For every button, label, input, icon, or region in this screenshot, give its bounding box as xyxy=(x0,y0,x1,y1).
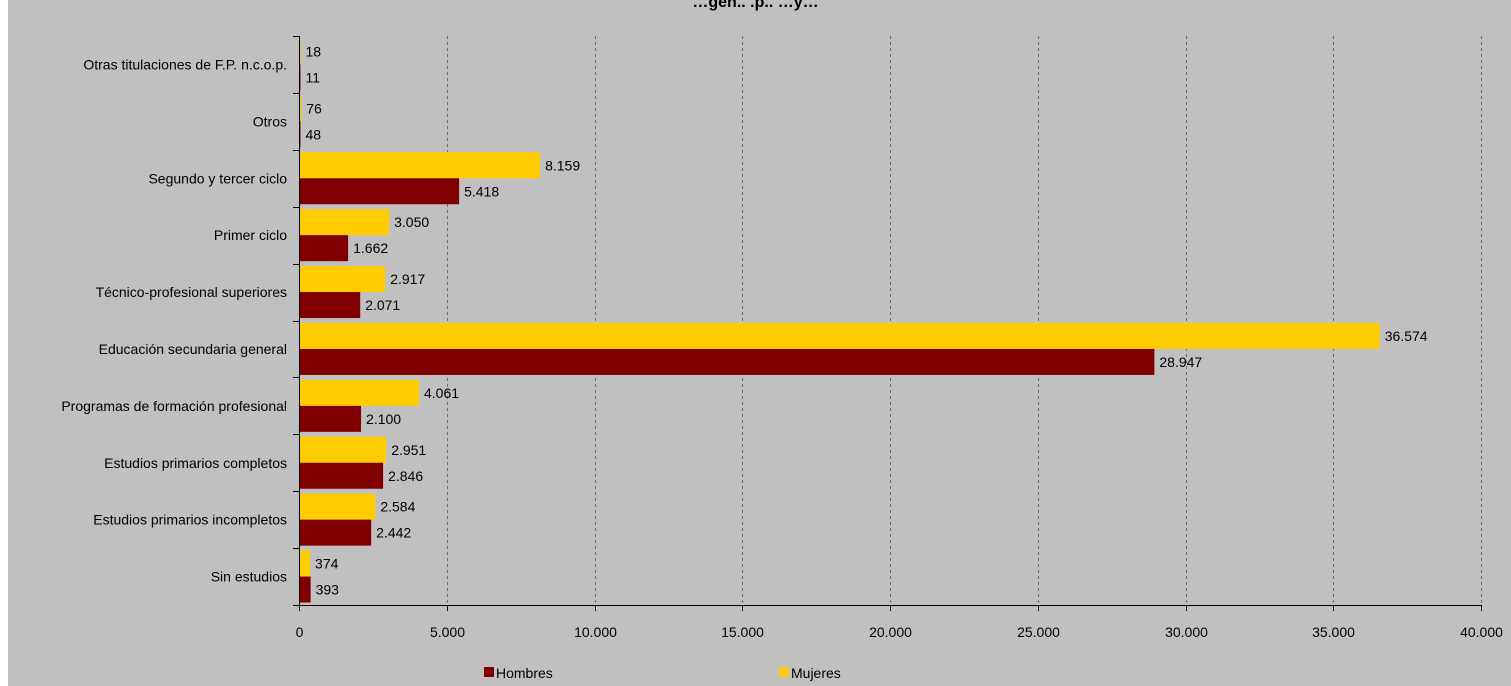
chart-title: …gen.. .p.. …y… xyxy=(692,0,819,11)
bar-hombres xyxy=(299,576,311,603)
bar-hombres xyxy=(299,519,372,546)
category-label: Sin estudios xyxy=(211,569,287,585)
data-label: 5.418 xyxy=(464,183,499,199)
data-label: 2.584 xyxy=(380,499,415,515)
data-label: 374 xyxy=(315,556,339,572)
bar-hombres xyxy=(299,235,349,262)
data-label: 2.846 xyxy=(388,468,423,484)
category-label: Programas de formación profesional xyxy=(61,398,287,414)
data-label: 393 xyxy=(316,582,340,598)
x-tick-label: 35.000 xyxy=(1312,624,1355,640)
bar-mujeres xyxy=(299,209,390,236)
x-tick-label: 40.000 xyxy=(1460,624,1503,640)
data-label: 11 xyxy=(306,69,321,85)
data-label: 2.442 xyxy=(376,525,411,541)
x-tick-label: 15.000 xyxy=(721,624,764,640)
data-label: 2.917 xyxy=(390,271,425,287)
data-label: 36.574 xyxy=(1385,328,1428,344)
legend-label: Mujeres xyxy=(791,665,841,681)
bar-hombres xyxy=(299,405,362,432)
category-label: Educación secundaria general xyxy=(99,341,287,357)
bar-mujeres xyxy=(299,322,1380,349)
data-label: 2.100 xyxy=(366,411,401,427)
legend-label: Hombres xyxy=(496,665,553,681)
data-label: 3.050 xyxy=(394,214,429,230)
data-label: 2.071 xyxy=(365,297,400,313)
category-label: Primer ciclo xyxy=(214,227,287,243)
bar-hombres xyxy=(299,462,384,489)
data-label: 28.947 xyxy=(1159,354,1202,370)
x-tick-label: 20.000 xyxy=(869,624,912,640)
bar-mujeres xyxy=(299,152,541,179)
legend-swatch xyxy=(779,667,789,677)
bar-mujeres xyxy=(299,379,420,406)
bar-hombres xyxy=(299,292,361,319)
bar-hombres xyxy=(299,178,460,205)
bar-hombres xyxy=(299,348,1155,375)
category-label: Otras titulaciones de F.P. n.c.o.p. xyxy=(83,56,287,72)
x-tick-label: 25.000 xyxy=(1017,624,1060,640)
bar-mujeres xyxy=(299,493,376,520)
data-label: 76 xyxy=(306,100,322,116)
x-tick-label: 10.000 xyxy=(574,624,617,640)
category-label: Segundo y tercer ciclo xyxy=(148,170,287,186)
legend-swatch xyxy=(484,667,494,677)
data-label: 2.951 xyxy=(391,442,426,458)
bar-mujeres xyxy=(299,266,386,293)
x-tick-label: 30.000 xyxy=(1165,624,1208,640)
bar-mujeres xyxy=(299,436,387,463)
category-label: Estudios primarios incompletos xyxy=(93,512,287,528)
data-label: 8.159 xyxy=(545,157,580,173)
data-label: 18 xyxy=(306,43,322,59)
bar-mujeres xyxy=(299,95,302,122)
data-label: 48 xyxy=(306,126,322,142)
data-label: 4.061 xyxy=(424,385,459,401)
x-tick-label: 5.000 xyxy=(430,624,465,640)
data-label: 1.662 xyxy=(353,240,388,256)
category-label: Otros xyxy=(253,113,287,129)
category-label: Estudios primarios completos xyxy=(104,455,287,471)
category-label: Técnico-profesional superiores xyxy=(96,284,287,300)
bar-mujeres xyxy=(299,550,311,577)
x-tick-label: 0 xyxy=(296,624,304,640)
